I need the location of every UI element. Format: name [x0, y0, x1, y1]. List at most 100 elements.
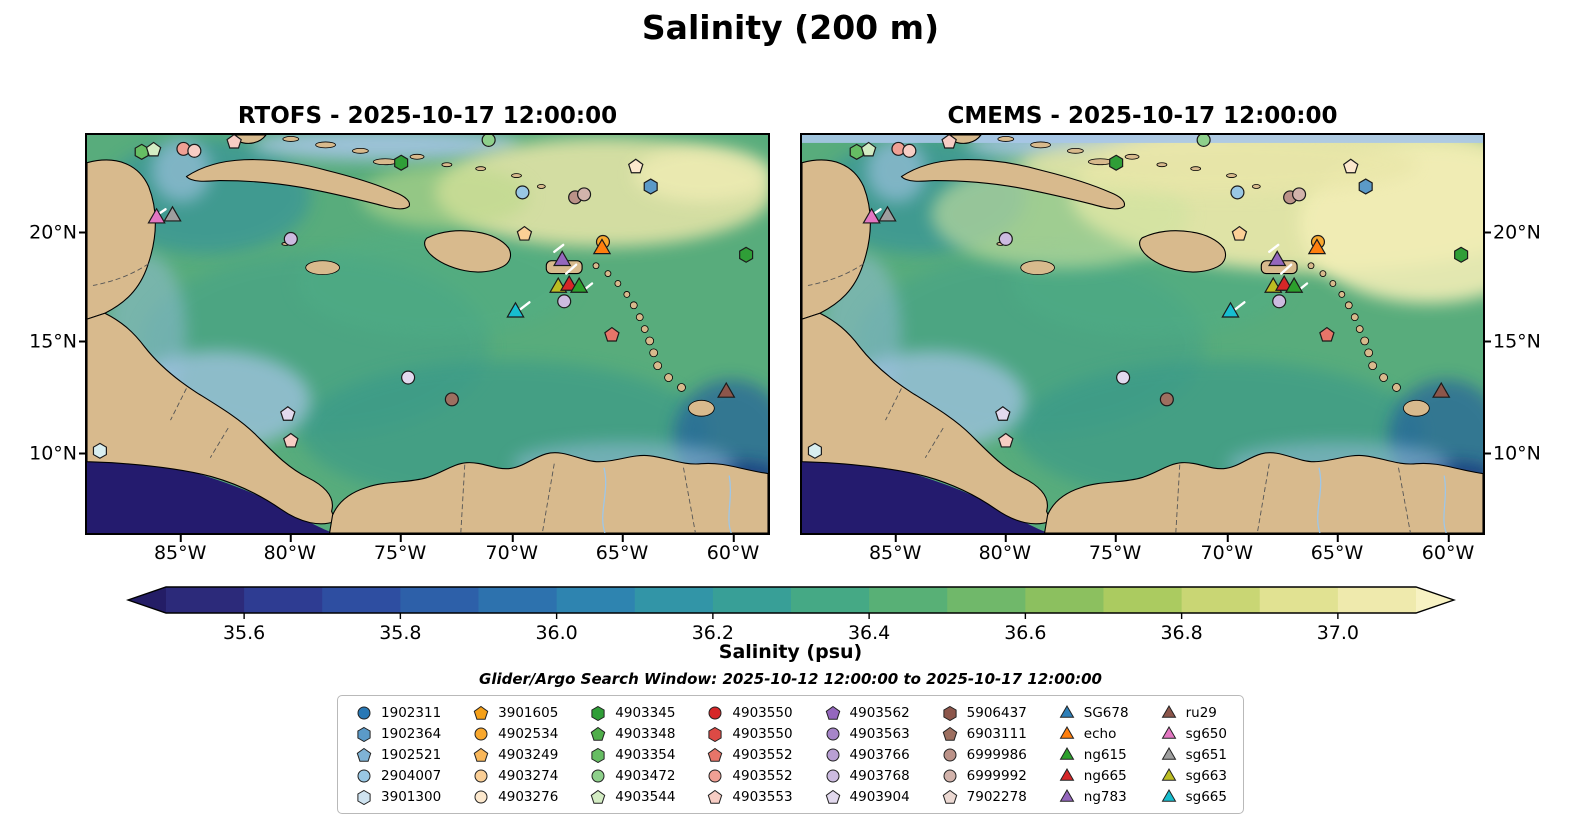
platform-markers — [92, 135, 754, 459]
legend-label: sg663 — [1185, 767, 1227, 784]
lon-tick-label: 85°W — [153, 535, 207, 564]
legend-label: 7902278 — [966, 788, 1027, 805]
lat-tick-label: 20°N — [1493, 223, 1555, 242]
legend-label: 4903904 — [849, 788, 910, 805]
legend-item: 4903276 — [471, 786, 558, 807]
map-marker — [1159, 392, 1174, 407]
figure-title: Salinity (200 m) — [641, 8, 940, 47]
map-marker — [516, 225, 533, 241]
legend-item: ng615 — [1057, 744, 1129, 765]
legend-item: 3901300 — [354, 786, 441, 807]
map-marker — [394, 154, 409, 171]
colorbar-tick-label: 37.0 — [1316, 622, 1358, 643]
legend-item: 3901605 — [471, 702, 558, 723]
colorbar-tick-label: 36.6 — [1004, 622, 1046, 643]
legend-label: 6999992 — [966, 767, 1027, 784]
legend-marker-circle-icon — [943, 769, 957, 782]
legend-label: ru29 — [1185, 704, 1217, 721]
lat-tick-label: 10°N — [19, 444, 77, 463]
map-marker — [878, 205, 897, 222]
legend-marker-triangle-icon — [1059, 704, 1075, 718]
map-marker — [1221, 301, 1240, 318]
legend-marker-pentagon-icon — [590, 726, 606, 741]
legend-marker-pentagon-icon — [942, 789, 957, 804]
legend-marker-hexagon-icon — [591, 747, 605, 763]
lon-tick-label: 65°W — [1310, 535, 1364, 564]
legend-marker-hexagon-icon — [357, 789, 371, 805]
colorbar-tick-label: 36.0 — [535, 622, 577, 643]
map-marker — [717, 381, 736, 398]
map-marker — [280, 406, 296, 421]
legend-marker-triangle-icon — [1161, 704, 1176, 718]
map-marker — [807, 442, 822, 459]
legend-marker-pentagon-icon — [473, 747, 489, 762]
map-marker — [1432, 381, 1451, 398]
legend-label: 4903552 — [732, 746, 793, 763]
map-panels: RTOFS - 2025-10-17 12:00:00 20°N 15°N 10°N… — [0, 103, 1581, 571]
legend-label: 4903550 — [732, 725, 793, 742]
legend-item: 6999992 — [940, 765, 1027, 786]
legend-marker-circle-icon — [474, 769, 488, 782]
legend-label: sg651 — [1185, 746, 1227, 763]
legend-item: 5906437 — [940, 702, 1027, 723]
map-marker — [849, 143, 864, 160]
legend-marker-pentagon-icon — [825, 705, 840, 720]
legend-label: 4903345 — [615, 704, 676, 721]
legend-label: 2904007 — [381, 767, 442, 784]
map-marker — [187, 143, 202, 158]
map-marker — [1196, 135, 1211, 147]
legend-marker-hexagon-icon — [357, 726, 371, 742]
legend-label: 1902521 — [381, 746, 442, 763]
legend-marker-hexagon-icon — [591, 705, 605, 721]
legend-marker-circle-icon — [708, 769, 722, 782]
legend-label: 4903766 — [849, 746, 910, 763]
map-marker — [444, 392, 459, 407]
lat-tick-label: 20°N — [19, 223, 77, 242]
colorbar-tick-label: 36.2 — [691, 622, 733, 643]
legend-item: 4903550 — [705, 702, 793, 723]
map-marker — [145, 141, 162, 157]
legend-label: 4903276 — [498, 788, 559, 805]
map-marker — [592, 238, 612, 255]
legend-item: 4903904 — [823, 786, 910, 807]
map-marker — [1343, 158, 1359, 174]
colorbar-label: Salinity (psu) — [718, 641, 863, 663]
lat-tick-label: 15°N — [1493, 332, 1555, 351]
legend-marker-pentagon-icon — [356, 747, 372, 762]
colorbar-tick-label: 36.8 — [1160, 622, 1202, 643]
legend-item: ng665 — [1057, 765, 1129, 786]
lat-tick-label: 10°N — [1493, 444, 1555, 463]
map-marker — [1268, 250, 1287, 267]
legend-label: 4903274 — [498, 767, 559, 784]
legend-marker-circle-icon — [708, 706, 722, 719]
legend-marker-pentagon-icon — [942, 726, 957, 741]
map-marker — [902, 143, 917, 158]
map-marker — [995, 406, 1011, 421]
legend-item: sg663 — [1159, 765, 1227, 786]
map-marker — [134, 143, 149, 160]
legend-marker-pentagon-icon — [473, 705, 489, 720]
map-marker — [515, 185, 530, 200]
rtofs-map: 20°N 15°N 10°N — [29, 133, 770, 535]
legend-label: 4903562 — [849, 704, 910, 721]
legend-item: 4903563 — [823, 723, 910, 744]
legend-item: 4903552 — [705, 744, 793, 765]
legend-label: ng665 — [1083, 767, 1127, 784]
legend-marker-circle-icon — [474, 727, 488, 740]
legend-label: 1902311 — [381, 704, 442, 721]
legend-marker-circle-icon — [591, 769, 605, 782]
legend-item: 4903768 — [823, 765, 910, 786]
lon-tick-label: 60°W — [706, 535, 760, 564]
legend-item: echo — [1057, 723, 1129, 744]
legend-item: SG678 — [1057, 702, 1129, 723]
map-marker — [1230, 185, 1245, 200]
colorbar-tick-label: 36.4 — [847, 622, 889, 643]
search-window-text: Glider/Argo Search Window: 2025-10-12 12… — [479, 670, 1102, 688]
legend-label: echo — [1083, 725, 1117, 742]
legend-item: 1902521 — [354, 744, 441, 765]
legend-label: 6903111 — [966, 725, 1027, 742]
legend-item: sg650 — [1159, 723, 1227, 744]
legend-item: 4903274 — [471, 765, 558, 786]
legend-marker-pentagon-icon — [825, 789, 840, 804]
